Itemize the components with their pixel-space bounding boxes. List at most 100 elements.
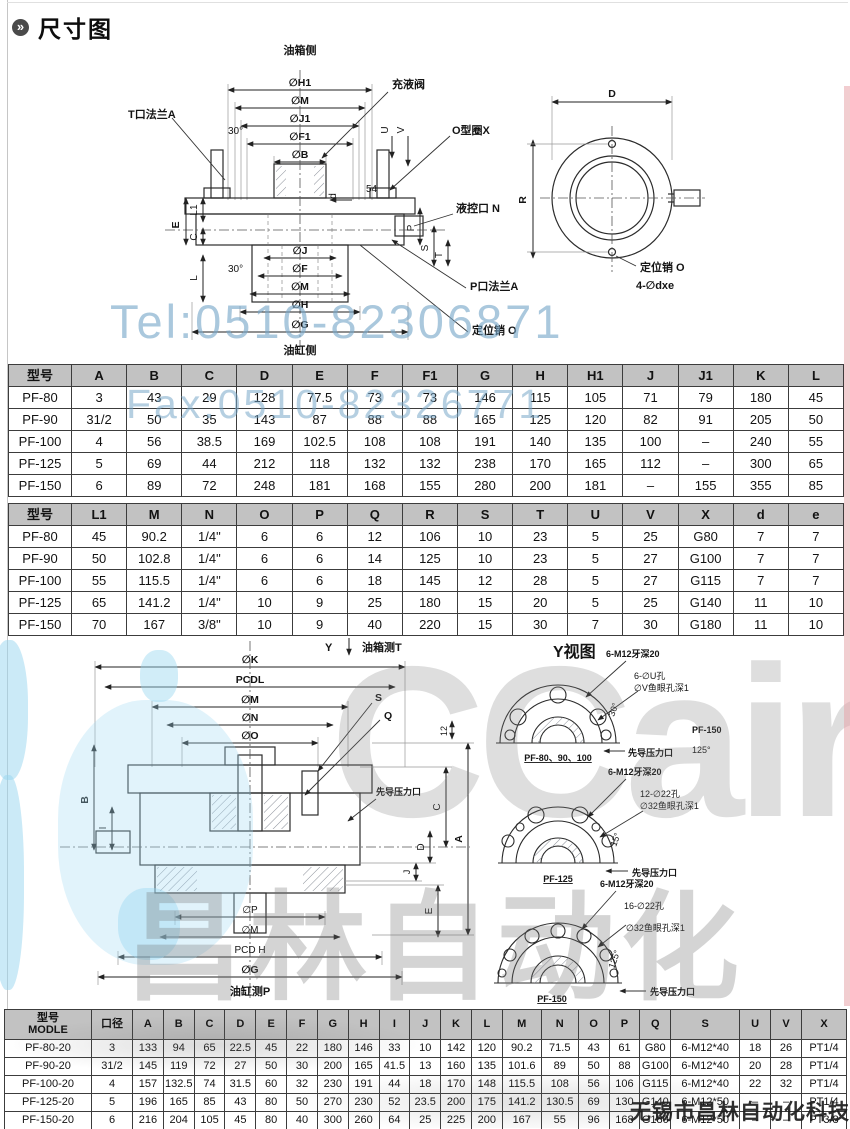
table-cell: 25 (409, 1111, 442, 1129)
table-cell: 88 (401, 408, 458, 431)
column-header: L (787, 364, 845, 387)
table-cell: 18 (409, 1075, 442, 1094)
column-header: P (291, 503, 348, 526)
table-cell: 13 (409, 1057, 442, 1076)
page-frame-line (7, 0, 8, 1129)
table-cell: 200 (316, 1057, 349, 1076)
callout-p-flange: P口法兰A (470, 279, 518, 293)
table-row: PF-150 6 89 72 248 181 168 155 280 200 181–155 355 8… (8, 474, 845, 497)
table-cell: 6 (291, 569, 348, 592)
table-cell: 106 (608, 1075, 641, 1094)
table-cell: 4 (91, 1075, 133, 1094)
table-row: PF-150-20 6 216 204 105 45 80 40 300 260 64 25 225 20… (4, 1111, 847, 1129)
table-cell: 45 (255, 1039, 288, 1058)
table-cell: 102.5 (291, 430, 348, 453)
table-cell: 1/4" (181, 569, 238, 592)
table-cell: 43 (126, 386, 183, 409)
table-cell: 10 (409, 1039, 442, 1058)
table-cell: 96 (577, 1111, 610, 1129)
table-cell: 112 (622, 452, 679, 475)
table-row: PF-125 65 141.2 1/4" 10 9 25 180 15 20 5 25 G140 11 10 (8, 591, 845, 614)
table-cell: 212 (236, 452, 293, 475)
y-view-title: Y视图 (553, 642, 596, 661)
column-header: U (567, 503, 624, 526)
table-cell: 22.5 (224, 1039, 257, 1058)
table-cell: 7 (787, 547, 845, 570)
table-cell: 3/8" (181, 613, 238, 636)
column-header: I (378, 1009, 411, 1040)
view-note: 125° (692, 745, 711, 755)
table-cell: G140 (639, 1093, 672, 1112)
table-cell: 71.5 (540, 1039, 579, 1058)
column-header: 型号 (8, 364, 72, 387)
table-cell: 10 (236, 591, 293, 614)
column-header: H (347, 1009, 380, 1040)
table-cell: 6 (291, 547, 348, 570)
table-cell: 170 (512, 452, 569, 475)
table-cell: 38.5 (181, 430, 238, 453)
callout-pilot-port: 液控口 N (456, 201, 500, 215)
label-y: Y (325, 642, 333, 654)
table-cell: 25 (622, 525, 679, 548)
table-cell: 220 (401, 613, 458, 636)
column-header: L (470, 1009, 503, 1040)
table-cell: G80 (639, 1039, 672, 1058)
column-header: J1 (677, 364, 734, 387)
table-cell: 12 (346, 525, 403, 548)
table-cell: 142 (440, 1039, 472, 1058)
table-cell: 170 (440, 1075, 472, 1094)
view-annotation: 16-∅22孔 (624, 901, 664, 911)
table-cell: 31/2 (70, 408, 128, 431)
table-cell: 25 (622, 591, 679, 614)
table-cell: 191 (347, 1075, 380, 1094)
column-header: C (193, 1009, 226, 1040)
table-cell: 7 (732, 569, 789, 592)
table-cell: 1/4" (181, 525, 238, 548)
dim-label: A (453, 835, 465, 843)
table-cell: 6-M12*50 (670, 1111, 741, 1129)
label-tank-side: 油箱测T (362, 640, 402, 654)
row-model: PF-150 (8, 474, 72, 497)
middle-section-drawing: Y 油箱测T ∅K PCDL ∅M ∅N ∅O (60, 638, 722, 1004)
dim-label: ∅G (241, 964, 258, 976)
column-header: Q (346, 503, 403, 526)
dim-label: ∅F (292, 263, 308, 275)
column-header: H (512, 364, 569, 387)
table-cell: 33 (378, 1039, 411, 1058)
table-row: PF-125-20 5 196 165 85 43 80 50 270 230 52 23.5 200 1… (4, 1093, 847, 1112)
table-row: PF-100-20 4 157 132.5 74 31.5 60 32 230 191 44 18 17… (4, 1075, 847, 1094)
table-cell: 65 (787, 452, 845, 475)
table-cell: 70 (70, 613, 128, 636)
table-cell: 40 (346, 613, 403, 636)
table-cell: G115 (677, 569, 734, 592)
table-cell: 205 (732, 408, 789, 431)
table-cell: 10 (787, 591, 845, 614)
column-header: N (181, 503, 238, 526)
table-cell: 132 (346, 452, 403, 475)
column-header: F (286, 1009, 318, 1040)
row-model: PF-80 (8, 525, 72, 548)
table-cell: 87 (291, 408, 348, 431)
column-header: C (181, 364, 238, 387)
dim-label: P (406, 224, 417, 231)
view-angle: 15° (608, 831, 622, 848)
table-cell: 230 (347, 1093, 380, 1112)
table-cell: 119 (162, 1057, 195, 1076)
table-cell: 280 (456, 474, 514, 497)
table-1: 型号 A B C D E F F1 G H H1 J J1 K L PF-80 3 43 29 128 77.5 73 73… (8, 364, 845, 497)
dim-label: ∅G (291, 319, 308, 331)
column-header: L1 (70, 503, 128, 526)
table-cell: 65 (193, 1039, 226, 1058)
table-cell: 45 (787, 386, 845, 409)
table-cell: 240 (732, 430, 789, 453)
table-cell: 44 (378, 1075, 411, 1094)
table-cell: 140 (512, 430, 569, 453)
column-header: V (622, 503, 679, 526)
column-header: 型号 MODLE (4, 1009, 92, 1040)
table-cell: 80 (255, 1111, 288, 1129)
table-row: PF-150 70 167 3/8" 10 9 40 220 15 30 7 30 G180 11 10 (8, 613, 845, 636)
table-cell: 181 (291, 474, 348, 497)
table-cell: 3 (70, 386, 128, 409)
